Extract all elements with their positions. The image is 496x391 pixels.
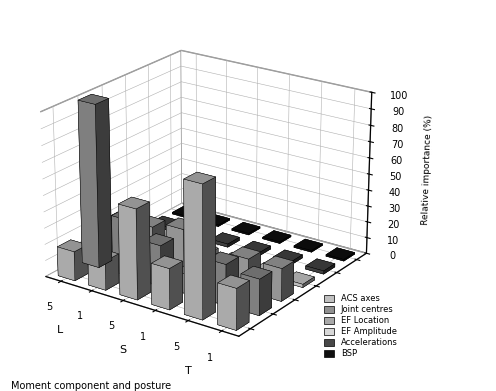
Legend: ACS axes, Joint centres, EF Location, EF Amplitude, Accelerations, BSP: ACS axes, Joint centres, EF Location, EF… <box>322 292 399 360</box>
